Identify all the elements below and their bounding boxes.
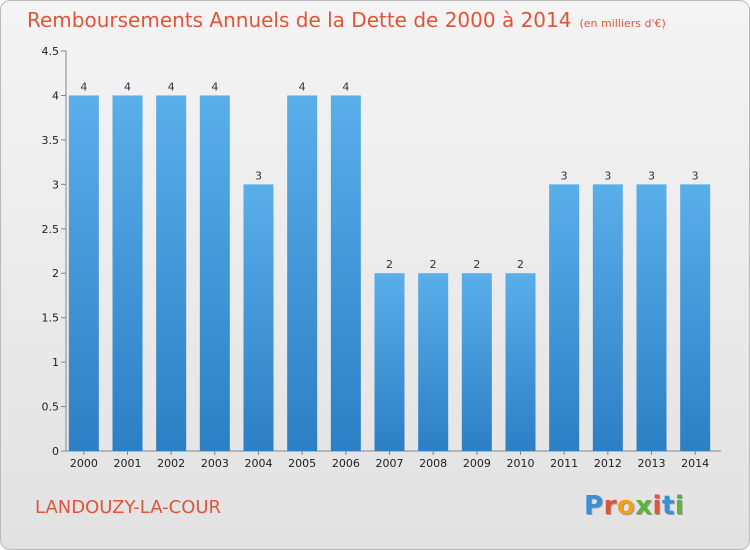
x-tick-label: 2010 [507, 457, 535, 470]
x-tick-label: 2003 [201, 457, 229, 470]
value-label: 2 [473, 258, 480, 271]
chart-title-text: Remboursements Annuels de la Dette de 20… [27, 8, 572, 32]
bar [68, 95, 99, 451]
value-label: 2 [386, 258, 393, 271]
chart-title: Remboursements Annuels de la Dette de 20… [27, 8, 666, 32]
x-tick-label: 2013 [638, 457, 666, 470]
logo-letter: i [652, 491, 662, 521]
y-tick-label: 1 [52, 356, 59, 369]
bar [592, 184, 623, 452]
bar [243, 184, 274, 452]
x-tick-label: 2012 [594, 457, 622, 470]
x-tick-label: 2007 [376, 457, 404, 470]
x-tick-label: 2002 [157, 457, 185, 470]
x-tick-label: 2011 [550, 457, 578, 470]
x-tick-label: 2006 [332, 457, 360, 470]
y-tick-label: 4.5 [42, 45, 60, 58]
y-tick-label: 0.5 [42, 401, 60, 414]
y-tick-label: 2 [52, 267, 59, 280]
logo-letter: x [635, 491, 653, 521]
logo-letter: t [661, 491, 675, 521]
value-label: 4 [211, 80, 218, 93]
x-tick-label: 2001 [114, 457, 142, 470]
chart-labels: 4 2000 4 2001 4 2002 4 2003 3 2004 4 2005 4 2006 2 2007… [70, 80, 709, 470]
bar [112, 95, 143, 451]
x-tick-label: 2005 [288, 457, 316, 470]
y-tick-label: 0 [52, 445, 59, 458]
bar [636, 184, 667, 452]
bar [287, 95, 318, 451]
value-label: 4 [342, 80, 349, 93]
bar [461, 273, 492, 451]
bar [374, 273, 405, 451]
proxiti-logo[interactable]: Proxiti [584, 491, 684, 521]
value-label: 3 [648, 169, 655, 182]
value-label: 3 [604, 169, 611, 182]
y-tick-label: 2.5 [42, 223, 60, 236]
value-label: 2 [430, 258, 437, 271]
value-label: 4 [168, 80, 175, 93]
value-label: 3 [255, 169, 262, 182]
value-label: 4 [80, 80, 87, 93]
x-tick-label: 2008 [419, 457, 447, 470]
y-tick-label: 1.5 [42, 312, 60, 325]
x-tick-label: 2004 [245, 457, 273, 470]
bar [199, 95, 230, 451]
value-label: 2 [517, 258, 524, 271]
logo-letter: r [603, 491, 617, 521]
logo-letter: i [674, 491, 685, 521]
value-label: 4 [299, 80, 306, 93]
value-label: 3 [692, 169, 699, 182]
y-tick-label: 3 [52, 178, 59, 191]
bar [418, 273, 449, 451]
x-tick-label: 2000 [70, 457, 98, 470]
x-tick-label: 2009 [463, 457, 491, 470]
value-label: 3 [561, 169, 568, 182]
bar [549, 184, 580, 452]
bar [505, 273, 536, 451]
commune-name: LANDOUZY-LA-COUR [35, 497, 222, 518]
bar [330, 95, 361, 451]
logo-letter: o [616, 491, 636, 521]
y-tick-label: 3.5 [42, 134, 60, 147]
chart-bars [68, 95, 711, 452]
chart-unit: (en milliers d'€) [579, 17, 666, 30]
y-tick-label: 4 [52, 89, 59, 102]
bar [156, 95, 187, 451]
logo-letter: P [584, 491, 604, 521]
x-tick-label: 2014 [681, 457, 709, 470]
bar [680, 184, 711, 452]
value-label: 4 [124, 80, 131, 93]
